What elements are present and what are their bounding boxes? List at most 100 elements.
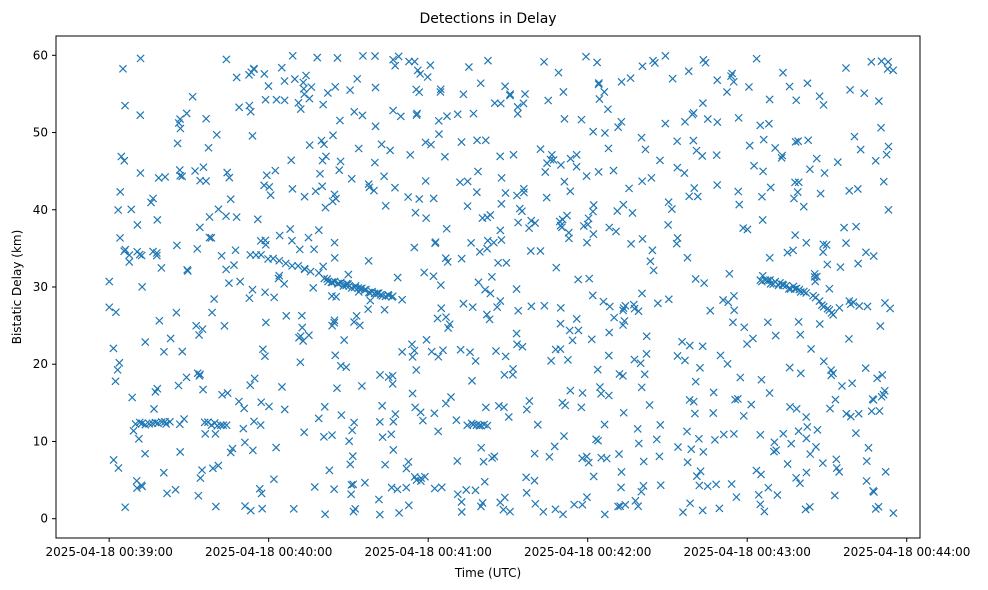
clutter-point (605, 302, 614, 311)
clutter-point (457, 138, 466, 147)
clutter-point (698, 506, 707, 515)
clutter-point (295, 245, 304, 254)
clutter-point (430, 409, 439, 418)
clutter-point (321, 510, 330, 519)
clutter-point (346, 460, 355, 469)
clutter-point (318, 156, 327, 165)
clutter-point (825, 284, 834, 293)
clutter-point (260, 69, 269, 78)
clutter-point (603, 105, 612, 114)
clutter-point (147, 198, 156, 207)
clutter-point (605, 328, 614, 337)
y-tick-label: 20 (33, 357, 48, 371)
clutter-point (239, 424, 248, 433)
clutter-point (333, 53, 342, 62)
clutter-point (320, 402, 329, 411)
clutter-point (756, 430, 765, 439)
clutter-point (117, 152, 126, 161)
clutter-point (138, 482, 147, 491)
clutter-point (802, 434, 811, 443)
clutter-point (597, 453, 606, 462)
clutter-point (582, 452, 591, 461)
clutter-point (703, 482, 712, 491)
clutter-point (763, 318, 772, 327)
clutter-point (633, 424, 642, 433)
x-tick-label: 2025-04-18 00:41:00 (364, 545, 491, 559)
clutter-point (280, 405, 289, 414)
clutter-point (769, 447, 778, 456)
clutter-point (844, 334, 853, 343)
clutter-point (637, 383, 646, 392)
clutter-point (459, 90, 468, 99)
clutter-point (638, 177, 647, 186)
clutter-point (437, 304, 446, 313)
clutter-point (497, 173, 506, 182)
clutter-point (791, 231, 800, 240)
clutter-point (692, 472, 701, 481)
clutter-point (583, 220, 592, 229)
clutter-point (353, 74, 362, 83)
clutter-point (482, 310, 491, 319)
clutter-point (803, 79, 812, 88)
clutter-point (509, 364, 518, 373)
clutter-point (346, 86, 355, 95)
clutter-point (690, 184, 699, 193)
clutter-point (649, 266, 658, 275)
track-point (135, 418, 144, 427)
clutter-point (337, 411, 346, 420)
clutter-point (664, 295, 673, 304)
clutter-point (345, 437, 354, 446)
clutter-point (125, 257, 134, 266)
clutter-point (852, 222, 861, 231)
clutter-point (771, 143, 780, 152)
clutter-point (698, 342, 707, 351)
clutter-point (464, 63, 473, 72)
clutter-point (801, 505, 810, 514)
clutter-point (205, 233, 214, 242)
clutter-point (655, 452, 664, 461)
clutter-point (550, 442, 559, 451)
clutter-point (335, 116, 344, 125)
clutter-point (683, 458, 692, 467)
clutter-point (305, 94, 314, 103)
clutter-point (248, 131, 257, 140)
track-point (162, 419, 171, 428)
clutter-point (434, 352, 443, 361)
clutter-point (411, 208, 420, 217)
clutter-point (712, 151, 721, 160)
clutter-point (678, 508, 688, 517)
clutter-point (691, 377, 700, 386)
clutter-point (604, 391, 613, 400)
clutter-point (616, 502, 625, 511)
clutter-point (300, 192, 309, 201)
clutter-point (261, 240, 270, 249)
clutter-point (582, 493, 591, 502)
clutter-point (358, 111, 367, 120)
clutter-point (514, 306, 523, 315)
clutter-point (592, 435, 601, 444)
clutter-point (625, 184, 634, 193)
clutter-point (178, 347, 187, 356)
clutter-point (805, 502, 814, 511)
clutter-point (330, 190, 339, 199)
clutter-point (561, 401, 570, 410)
clutter-point (512, 285, 521, 294)
clutter-point (695, 481, 704, 490)
clutter-point (733, 394, 742, 403)
clutter-point (290, 75, 299, 84)
clutter-point (757, 192, 766, 201)
track-point (354, 284, 363, 293)
clutter-point (862, 457, 871, 466)
clutter-point (513, 340, 522, 349)
clutter-point (777, 153, 786, 162)
clutter-point (636, 359, 645, 368)
clutter-point (616, 483, 626, 492)
clutter-point (668, 74, 677, 83)
clutter-point (488, 453, 497, 462)
clutter-point (222, 55, 231, 64)
clutter-point (441, 254, 450, 263)
clutter-point (159, 468, 168, 477)
clutter-point (759, 167, 768, 176)
clutter-point (348, 426, 357, 435)
clutter-point (770, 438, 779, 447)
